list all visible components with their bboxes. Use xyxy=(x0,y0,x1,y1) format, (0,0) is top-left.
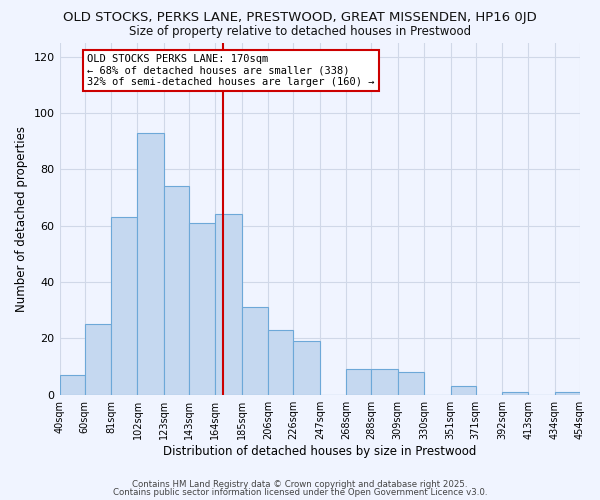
Bar xyxy=(268,330,293,394)
Text: Size of property relative to detached houses in Prestwood: Size of property relative to detached ho… xyxy=(129,25,471,38)
Bar xyxy=(215,214,242,394)
Text: OLD STOCKS PERKS LANE: 170sqm
← 68% of detached houses are smaller (338)
32% of : OLD STOCKS PERKS LANE: 170sqm ← 68% of d… xyxy=(87,54,374,87)
X-axis label: Distribution of detached houses by size in Prestwood: Distribution of detached houses by size … xyxy=(163,444,476,458)
Bar xyxy=(189,223,215,394)
Bar xyxy=(502,392,529,394)
Bar xyxy=(164,186,189,394)
Bar xyxy=(85,324,111,394)
Bar xyxy=(242,308,268,394)
Bar xyxy=(346,370,371,394)
Bar xyxy=(137,132,164,394)
Bar xyxy=(59,375,85,394)
Bar xyxy=(555,392,580,394)
Bar xyxy=(398,372,424,394)
Bar xyxy=(451,386,476,394)
Text: Contains HM Land Registry data © Crown copyright and database right 2025.: Contains HM Land Registry data © Crown c… xyxy=(132,480,468,489)
Y-axis label: Number of detached properties: Number of detached properties xyxy=(15,126,28,312)
Text: Contains public sector information licensed under the Open Government Licence v3: Contains public sector information licen… xyxy=(113,488,487,497)
Bar xyxy=(371,370,398,394)
Bar xyxy=(293,341,320,394)
Bar xyxy=(111,217,137,394)
Text: OLD STOCKS, PERKS LANE, PRESTWOOD, GREAT MISSENDEN, HP16 0JD: OLD STOCKS, PERKS LANE, PRESTWOOD, GREAT… xyxy=(63,11,537,24)
